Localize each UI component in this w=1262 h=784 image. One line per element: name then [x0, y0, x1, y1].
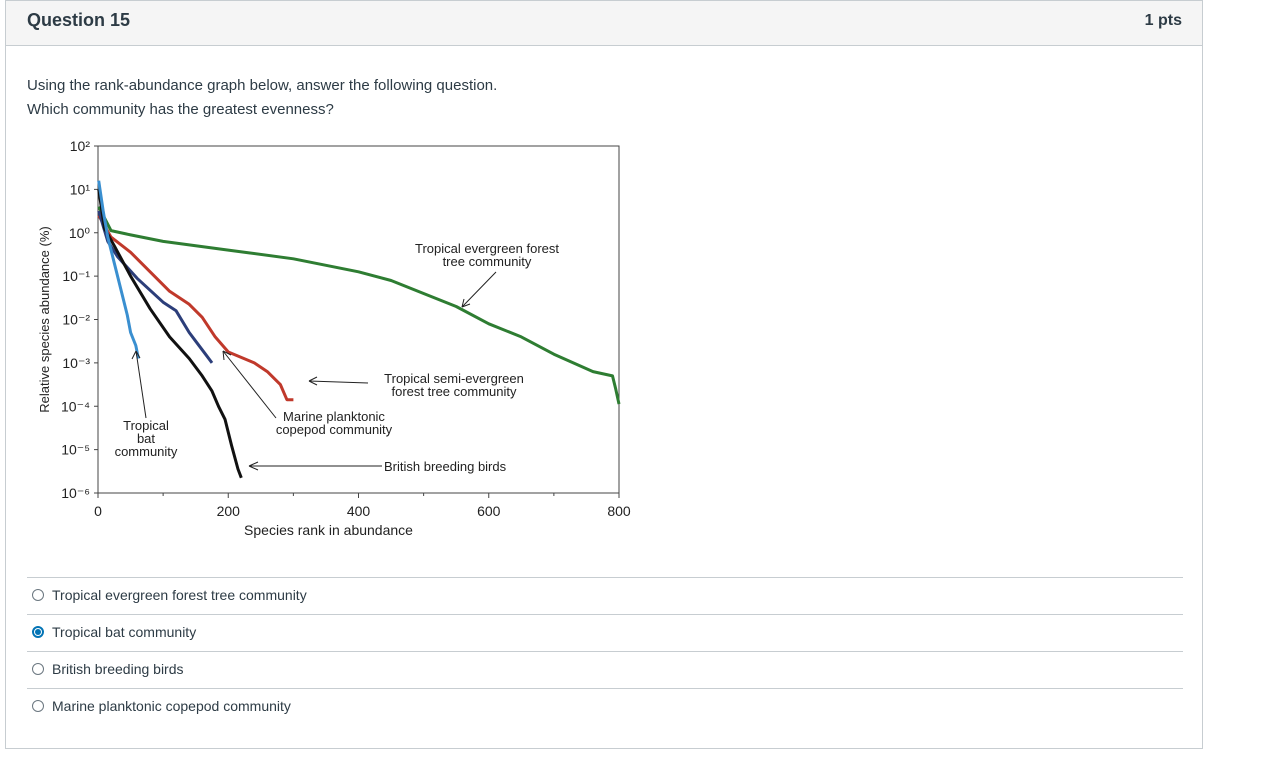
answer-option[interactable]: British breeding birds: [27, 651, 1183, 688]
annotation-arrowhead: [308, 376, 318, 386]
x-tick-label: 600: [477, 503, 501, 519]
series-line: [97, 210, 214, 364]
radio-button[interactable]: [32, 626, 44, 638]
answer-label: British breeding birds: [52, 661, 184, 677]
question-prompt-line2: Which community has the greatest evennes…: [27, 101, 334, 118]
annotation-bat: Tropical: [123, 418, 169, 433]
x-tick-label: 0: [94, 503, 102, 519]
annotation-semi-evergreen: forest tree community: [392, 384, 517, 399]
annotation-arrow: [308, 380, 369, 384]
radio-button[interactable]: [32, 663, 44, 675]
annotation-copepod: copepod community: [276, 422, 393, 437]
y-tick-label: 10⁰: [69, 225, 91, 241]
question-prompt-line1: Using the rank-abundance graph below, an…: [27, 77, 498, 94]
annotation-arrowhead: [131, 350, 141, 360]
question-points: 1 pts: [1144, 12, 1182, 29]
annotation-evergreen: tree community: [443, 254, 532, 269]
radio-button[interactable]: [32, 700, 44, 712]
radio-button[interactable]: [32, 589, 44, 601]
answer-option[interactable]: Tropical evergreen forest tree community: [27, 577, 1183, 614]
series-line: [97, 206, 621, 405]
x-tick-label: 400: [347, 503, 371, 519]
y-tick-label: 10⁻¹: [62, 268, 90, 284]
series-line: [97, 189, 243, 479]
question-card: Question 15 1 pts Using the rank-abundan…: [5, 0, 1203, 749]
answer-option[interactable]: Marine planktonic copepod community: [27, 688, 1183, 725]
answer-label: Tropical evergreen forest tree community: [52, 587, 307, 603]
annotation-arrow: [222, 350, 277, 419]
annotation-arrowhead: [248, 461, 259, 471]
y-tick-label: 10⁻³: [62, 355, 90, 371]
y-tick-label: 10⁻⁴: [61, 398, 90, 414]
answer-label: Tropical bat community: [52, 624, 197, 640]
answer-list: Tropical evergreen forest tree community…: [27, 577, 1183, 725]
y-tick-label: 10⁻⁵: [61, 442, 90, 458]
annotation-bat: community: [115, 444, 178, 459]
answer-option[interactable]: Tropical bat community: [27, 614, 1183, 651]
annotation-copepod: Marine planktonic: [283, 409, 385, 424]
rank-abundance-chart: 0 200 400 600 800 10² 10¹ 10⁰ 10⁻¹ 10⁻² 10⁻³ 10⁻⁴ 10…: [37, 138, 631, 538]
question-header: Question 15 1 pts: [6, 1, 1202, 46]
y-axis-label: Relative species abundance (%): [37, 226, 52, 412]
y-tick-label: 10¹: [70, 181, 91, 197]
plot-frame: [97, 145, 620, 494]
question-title: Question 15: [27, 10, 131, 30]
annotation-arrow: [461, 271, 497, 308]
series-line: [97, 214, 294, 402]
y-tick-label: 10⁻²: [62, 312, 90, 328]
annotation-arrowhead: [222, 350, 232, 361]
x-axis-label: Species rank in abundance: [244, 522, 413, 538]
x-tick-label: 800: [607, 503, 631, 519]
y-tick-label: 10⁻⁶: [61, 485, 90, 501]
x-tick-label: 200: [217, 503, 241, 519]
y-tick-label: 10²: [70, 138, 91, 154]
annotation-arrow: [135, 350, 147, 419]
annotation-arrowhead: [461, 298, 471, 308]
annotation-semi-evergreen: Tropical semi-evergreen: [384, 371, 524, 386]
annotation-evergreen: Tropical evergreen forest: [415, 241, 559, 256]
answer-label: Marine planktonic copepod community: [52, 698, 291, 714]
annotation-birds: British breeding birds: [384, 459, 507, 474]
series-line: [97, 180, 140, 359]
annotation-bat: bat: [137, 431, 155, 446]
